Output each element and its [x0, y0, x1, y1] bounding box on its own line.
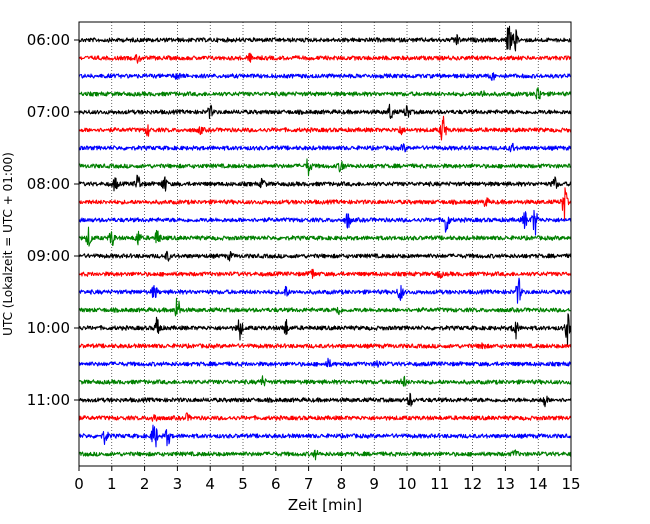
y-tick-label: 11:00: [27, 391, 70, 409]
x-tick-label: 13: [496, 475, 515, 493]
trace-0630: [78, 72, 572, 81]
x-tick-label: 6: [271, 475, 281, 493]
x-tick-label: 1: [107, 475, 117, 493]
trace-1030: [78, 357, 572, 368]
trace-0645: [78, 86, 572, 100]
x-tick-label: 7: [304, 475, 314, 493]
trace-0900: [78, 250, 572, 262]
x-tick-label: 2: [140, 475, 150, 493]
trace-0815: [78, 187, 572, 220]
trace-0915: [78, 268, 572, 279]
x-axis-ticks: 0 1 2 3 4 5 6 7 8 9 10 11 12 13 14 15: [74, 466, 581, 493]
y-tick-label: 09:00: [27, 247, 70, 265]
grid-lines: [111, 22, 539, 466]
y-axis-label: UTC (Lokalzeit = UTC + 01:00): [1, 152, 15, 336]
trace-0930: [78, 277, 572, 304]
plot-frame: [78, 21, 572, 467]
trace-1100: [78, 392, 572, 408]
y-tick-label: 06:00: [27, 31, 70, 49]
trace-1045: [78, 375, 572, 387]
trace-0745: [78, 158, 572, 177]
y-axis-ticks: 06:00 07:00 08:00 09:00 10:00 11:00: [27, 31, 79, 409]
y-tick-label: 07:00: [27, 103, 70, 121]
trace-0730: [78, 142, 572, 153]
x-tick-label: 0: [74, 475, 84, 493]
trace-0800: [78, 174, 572, 192]
trace-1015: [78, 342, 572, 350]
trace-1130: [78, 424, 572, 448]
seismogram-traces: [78, 25, 572, 461]
x-tick-label: 14: [529, 475, 548, 493]
trace-1115: [78, 412, 572, 422]
x-tick-label: 11: [430, 475, 449, 493]
trace-0700: [78, 103, 572, 120]
y-tick-label: 10:00: [27, 319, 70, 337]
x-tick-label: 15: [561, 475, 580, 493]
x-tick-label: 4: [205, 475, 215, 493]
x-tick-label: 5: [238, 475, 248, 493]
trace-0600: [78, 25, 572, 52]
trace-0945: [78, 297, 572, 317]
trace-0715: [78, 115, 572, 141]
trace-1000: [78, 313, 572, 346]
trace-0615: [78, 52, 572, 64]
y-tick-label: 08:00: [27, 175, 70, 193]
x-tick-label: 8: [337, 475, 347, 493]
x-tick-label: 10: [397, 475, 416, 493]
x-tick-label: 9: [369, 475, 379, 493]
trace-0830: [78, 209, 572, 236]
trace-0845: [78, 226, 572, 247]
x-tick-label: 3: [173, 475, 183, 493]
x-axis-label: Zeit [min]: [288, 496, 362, 514]
x-tick-label: 12: [463, 475, 482, 493]
trace-1145: [78, 449, 572, 461]
